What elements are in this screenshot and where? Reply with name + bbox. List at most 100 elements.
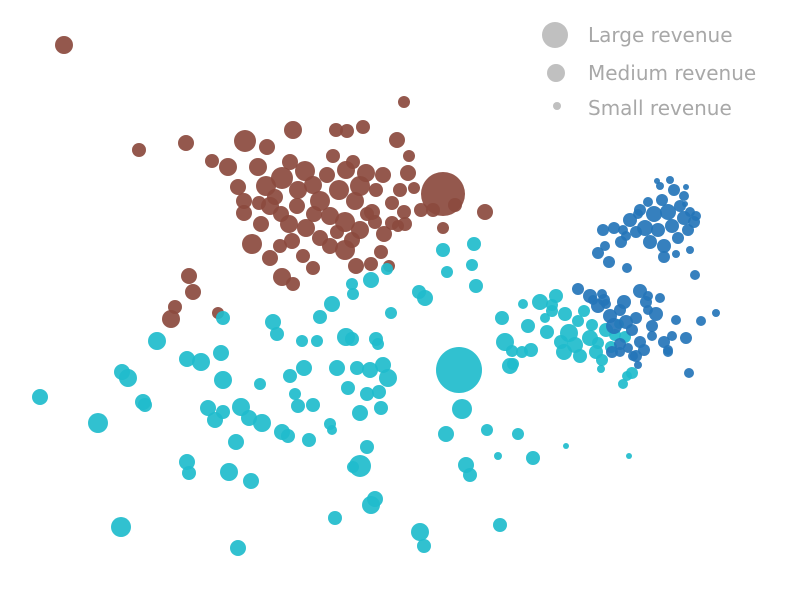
- data-point-blue: [634, 361, 642, 369]
- data-point-brown: [364, 257, 378, 271]
- data-point-blue: [647, 331, 657, 341]
- data-point-cyan: [563, 443, 569, 449]
- data-point-brown: [205, 154, 219, 168]
- data-point-cyan: [558, 307, 572, 321]
- data-point-cyan: [438, 426, 454, 442]
- data-point-cyan: [467, 237, 481, 251]
- data-point-brown: [236, 205, 252, 221]
- data-point-cyan: [375, 357, 391, 373]
- data-point-brown: [280, 215, 298, 233]
- data-point-brown: [348, 258, 364, 274]
- data-point-blue: [643, 291, 653, 301]
- data-point-blue: [592, 247, 604, 259]
- data-point-brown: [321, 207, 339, 225]
- data-point-cyan: [452, 399, 472, 419]
- data-point-blue: [623, 343, 633, 353]
- data-point-blue: [672, 232, 684, 244]
- data-point-blue: [614, 338, 626, 350]
- data-point-brown: [289, 198, 305, 214]
- data-point-cyan: [512, 428, 524, 440]
- data-point-blue: [615, 347, 625, 357]
- data-point-cyan: [265, 314, 281, 330]
- data-point-cyan: [379, 369, 397, 387]
- data-point-cyan: [283, 369, 297, 383]
- data-point-cyan: [586, 319, 598, 331]
- data-point-brown: [242, 234, 262, 254]
- data-point-cyan: [352, 405, 368, 421]
- data-point-blue: [657, 239, 671, 253]
- data-point-brown: [297, 219, 315, 237]
- data-point-blue: [656, 194, 668, 206]
- data-point-cyan: [254, 378, 266, 390]
- size-legend: Large revenue Medium revenue Small reven…: [542, 22, 756, 120]
- data-point-brown: [236, 193, 252, 209]
- data-point-blue: [637, 220, 653, 236]
- data-point-cyan: [114, 364, 130, 380]
- data-point-cyan: [200, 400, 216, 416]
- data-point-blue: [597, 289, 607, 299]
- data-point-blue: [628, 351, 638, 361]
- data-point-blue: [608, 222, 620, 234]
- data-point-blue: [606, 346, 618, 358]
- legend-label-medium: Medium revenue: [588, 61, 756, 85]
- data-point-brown: [335, 212, 355, 232]
- data-point-brown: [230, 179, 246, 195]
- data-point-cyan: [329, 360, 345, 376]
- data-point-brown: [397, 205, 411, 219]
- data-point-brown: [284, 121, 302, 139]
- data-point-brown: [426, 203, 440, 217]
- data-point-cyan: [367, 491, 383, 507]
- data-point-cyan: [253, 414, 271, 432]
- data-point-cyan: [302, 433, 316, 447]
- data-point-brown: [259, 139, 275, 155]
- data-point-cyan: [540, 313, 550, 323]
- data-point-brown: [306, 206, 322, 222]
- data-point-brown: [448, 198, 462, 212]
- data-point-blue: [665, 219, 679, 233]
- data-point-brown: [408, 182, 420, 194]
- data-point-brown: [181, 268, 197, 284]
- data-point-brown: [392, 220, 404, 232]
- data-point-cyan: [362, 362, 378, 378]
- data-point-cyan: [521, 319, 535, 333]
- data-point-blue: [623, 213, 637, 227]
- data-point-cyan: [372, 338, 384, 350]
- data-point-cyan: [618, 379, 628, 389]
- data-point-cyan: [179, 351, 195, 367]
- data-point-blue: [626, 324, 638, 336]
- data-point-cyan: [596, 354, 608, 366]
- data-point-cyan: [296, 360, 312, 376]
- data-point-cyan: [578, 305, 590, 317]
- data-point-cyan: [270, 327, 284, 341]
- data-point-cyan: [436, 243, 450, 257]
- legend-label-large: Large revenue: [588, 23, 733, 47]
- data-point-brown: [389, 132, 405, 148]
- points-layer: [32, 36, 720, 556]
- data-point-brown: [253, 216, 269, 232]
- legend-marker-small: [553, 102, 561, 110]
- data-point-cyan: [281, 429, 295, 443]
- data-point-cyan: [381, 263, 393, 275]
- data-point-cyan: [289, 388, 301, 400]
- data-point-cyan: [148, 332, 166, 350]
- data-point-cyan: [360, 440, 374, 454]
- data-point-blue: [663, 347, 673, 357]
- data-point-brown: [319, 167, 335, 183]
- data-point-cyan: [345, 332, 359, 346]
- data-point-cyan: [216, 405, 230, 419]
- data-point-brown: [282, 154, 298, 170]
- data-point-cyan: [241, 410, 257, 426]
- data-point-blue: [572, 283, 584, 295]
- data-point-cyan: [296, 335, 308, 347]
- data-point-cyan: [349, 455, 371, 477]
- data-point-cyan: [567, 337, 583, 353]
- data-point-brown: [357, 164, 375, 182]
- data-point-blue: [601, 299, 611, 309]
- data-point-blue: [683, 184, 689, 190]
- data-point-blue: [712, 309, 720, 317]
- data-point-blue: [660, 204, 676, 220]
- data-point-blue: [618, 225, 628, 235]
- data-point-cyan: [411, 523, 429, 541]
- data-point-brown: [351, 221, 369, 239]
- data-point-cyan: [313, 310, 327, 324]
